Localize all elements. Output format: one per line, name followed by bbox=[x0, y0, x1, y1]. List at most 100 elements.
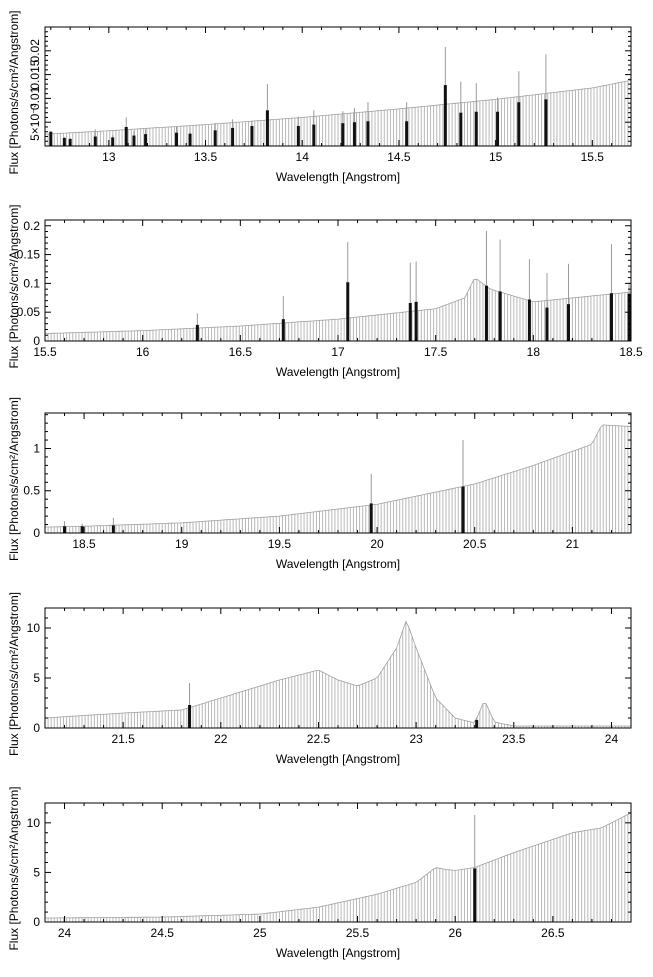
y-tick-label: 0.5 bbox=[23, 484, 40, 498]
line-bar bbox=[132, 135, 136, 146]
line-bar bbox=[473, 868, 477, 922]
x-axis-label: Wavelength [Angstrom] bbox=[276, 946, 400, 960]
line-bar bbox=[545, 307, 549, 341]
x-tick-label: 20 bbox=[370, 537, 384, 551]
y-tick-label: 0.1 bbox=[23, 276, 40, 290]
panel-3: 18.5 19 19.5 20 20.5 21 0 0.5 1 Wavelength [Angst… bbox=[7, 397, 632, 571]
y-tick-label: 5 bbox=[33, 865, 40, 879]
line-bar bbox=[213, 130, 217, 146]
line-bar bbox=[195, 324, 199, 341]
continuum-envelope bbox=[44, 424, 632, 528]
y-axis-label: Flux [Photons/s/cm²/Angstrom] bbox=[7, 397, 21, 561]
line-bar bbox=[111, 137, 115, 146]
line-bar bbox=[498, 291, 502, 341]
y-tick-label: 0.15 bbox=[17, 248, 41, 262]
line-bar bbox=[80, 526, 84, 533]
x-tick-label: 24.5 bbox=[151, 926, 175, 940]
line-bar bbox=[414, 301, 418, 341]
line-bar bbox=[443, 85, 447, 146]
x-tick-label: 17.5 bbox=[424, 345, 448, 359]
x-tick-label: 18 bbox=[527, 345, 541, 359]
x-axis-label: Wavelength [Angstrom] bbox=[276, 752, 400, 766]
line-bar bbox=[408, 302, 412, 341]
line-bar bbox=[144, 134, 148, 146]
y-tick-label: 0 bbox=[33, 526, 40, 540]
continuum-series bbox=[44, 812, 632, 922]
x-tick-label: 24 bbox=[58, 926, 72, 940]
line-bar bbox=[49, 131, 53, 146]
continuum-series bbox=[44, 278, 632, 341]
line-bar bbox=[366, 121, 370, 146]
x-tick-label: 14.5 bbox=[387, 150, 411, 164]
x-axis-label: Wavelength [Angstrom] bbox=[276, 170, 400, 184]
y-tick-label: 0.015 bbox=[28, 59, 42, 89]
line-bar bbox=[346, 282, 350, 341]
line-series bbox=[195, 230, 631, 341]
panel-5: 24 24.5 25 25.5 26 26.5 0 5 10 Wavelength [Angstr… bbox=[7, 786, 632, 960]
x-tick-label: 23 bbox=[409, 732, 423, 746]
continuum-envelope bbox=[44, 79, 632, 135]
x-tick-label: 21 bbox=[566, 537, 580, 551]
line-bar bbox=[312, 124, 316, 146]
x-tick-label: 19.5 bbox=[268, 537, 292, 551]
line-bar bbox=[124, 126, 128, 146]
x-tick-label: 22 bbox=[214, 732, 228, 746]
line-bar bbox=[627, 293, 631, 341]
line-bar bbox=[296, 126, 300, 146]
line-bar bbox=[475, 720, 479, 728]
line-bar bbox=[527, 299, 531, 341]
x-tick-label: 26 bbox=[449, 926, 463, 940]
line-bar bbox=[188, 705, 192, 728]
x-tick-label: 13 bbox=[102, 150, 116, 164]
x-tick-label: 25.5 bbox=[346, 926, 370, 940]
line-bar bbox=[231, 127, 235, 146]
line-bar bbox=[63, 526, 67, 533]
x-tick-label: 24 bbox=[605, 732, 619, 746]
y-tick-label: 0 bbox=[33, 915, 40, 929]
line-bar bbox=[544, 99, 548, 146]
line-bar bbox=[250, 126, 254, 146]
x-tick-label: 19 bbox=[175, 537, 189, 551]
y-axis-label: Flux [Photons/s/cm²/Angstrom] bbox=[7, 10, 21, 174]
y-axis-label: Flux [Photons/s/cm²/Angstrom] bbox=[7, 204, 21, 368]
x-tick-label: 22.5 bbox=[307, 732, 331, 746]
x-tick-label: 20.5 bbox=[463, 537, 487, 551]
line-series bbox=[49, 46, 548, 146]
y-tick-label: 10 bbox=[27, 816, 41, 830]
line-bar bbox=[369, 503, 373, 533]
x-tick-label: 23.5 bbox=[502, 732, 526, 746]
line-bar bbox=[484, 285, 488, 341]
line-series bbox=[473, 814, 477, 922]
continuum-envelope bbox=[44, 278, 632, 334]
x-tick-label: 26.5 bbox=[541, 926, 565, 940]
line-bar bbox=[566, 304, 570, 341]
line-bar bbox=[111, 525, 115, 533]
plot-frame bbox=[44, 26, 632, 147]
line-bar bbox=[265, 110, 269, 146]
x-tick-label: 18.5 bbox=[72, 537, 96, 551]
x-tick-label: 13.5 bbox=[194, 150, 218, 164]
panel-2: 15.5 16 16.5 17 17.5 18 18.5 0 0.05 0.1 0.15 0.2 Wav… bbox=[7, 204, 643, 379]
line-bar bbox=[175, 132, 179, 146]
continuum-series bbox=[44, 424, 632, 533]
y-tick-label: 0.02 bbox=[28, 39, 42, 63]
y-tick-label: 0.05 bbox=[17, 305, 41, 319]
line-bar bbox=[352, 122, 356, 146]
y-tick-label: 1 bbox=[33, 441, 40, 455]
line-bar bbox=[281, 319, 285, 341]
line-bar bbox=[62, 137, 66, 146]
line-bar bbox=[93, 136, 97, 146]
line-series bbox=[188, 683, 479, 728]
x-tick-label: 15.5 bbox=[33, 345, 57, 359]
x-tick-label: 17 bbox=[331, 345, 345, 359]
panel-4: 21.5 22 22.5 23 23.5 24 0 5 10 Wavelength [Angstr… bbox=[7, 592, 632, 766]
line-bar bbox=[517, 102, 521, 146]
line-bar bbox=[188, 133, 192, 146]
x-axis-label: Wavelength [Angstrom] bbox=[276, 365, 400, 379]
line-bar bbox=[609, 293, 613, 341]
continuum-envelope bbox=[45, 812, 632, 919]
continuum-series bbox=[44, 79, 632, 146]
